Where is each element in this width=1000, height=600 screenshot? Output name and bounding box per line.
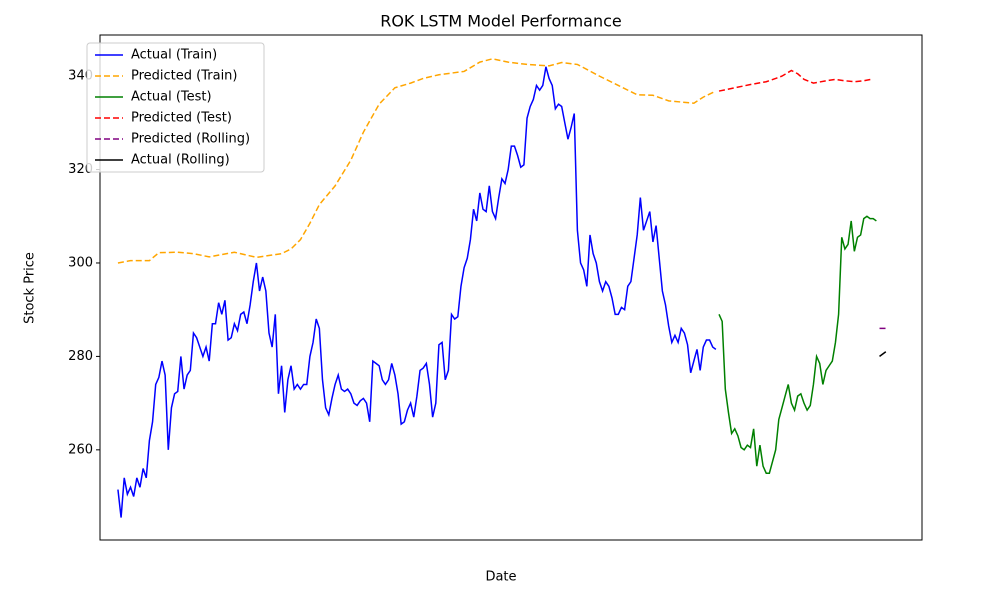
- legend-label: Actual (Train): [131, 48, 217, 63]
- legend-box: [86, 42, 265, 173]
- legend-label: Predicted (Test): [131, 111, 232, 126]
- y-axis-label: Stock Price: [23, 252, 38, 324]
- legend-label: Actual (Test): [131, 90, 212, 105]
- legend-label: Actual (Rolling): [131, 153, 230, 168]
- series-line: [718, 215, 877, 474]
- y-tick-label: 300: [68, 255, 93, 270]
- legend-label: Predicted (Rolling): [131, 132, 250, 147]
- legend: Actual (Train) Predicted (Train) Actual (T…: [86, 42, 265, 173]
- series-line: [718, 69, 874, 92]
- series-line: [117, 58, 717, 264]
- y-tick-label: 260: [68, 442, 93, 457]
- chart-title: ROK LSTM Model Performance: [380, 12, 622, 31]
- x-axis-label: Date: [485, 570, 516, 585]
- y-tick-label: 280: [68, 349, 93, 364]
- axes-frame: [99, 34, 923, 541]
- legend-label: Predicted (Train): [131, 69, 238, 84]
- series-line: [879, 351, 887, 358]
- series-line: [117, 66, 717, 518]
